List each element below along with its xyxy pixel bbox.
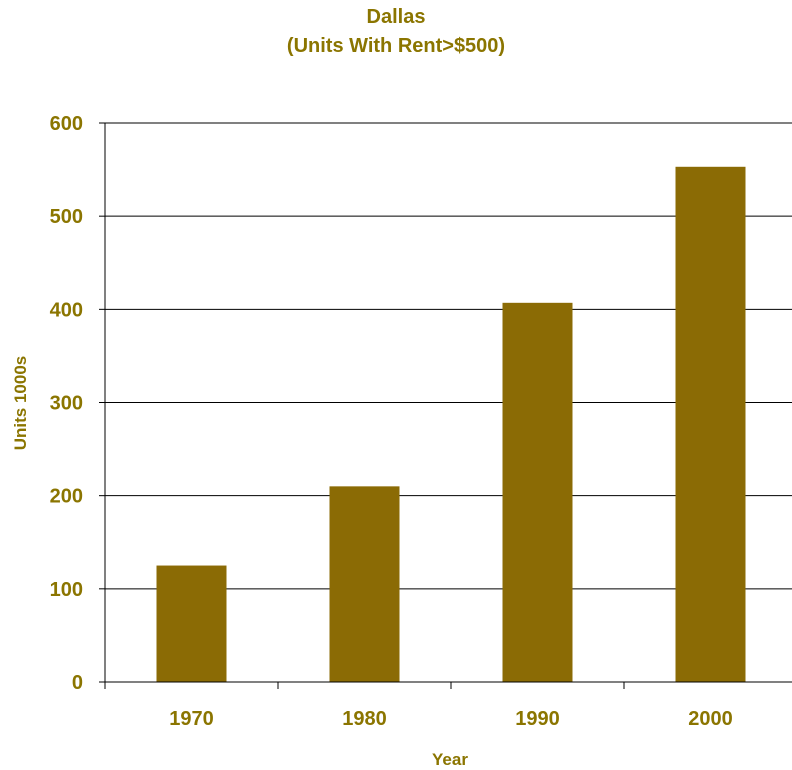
x-tick-label: 1980: [342, 708, 387, 730]
axes: [104, 123, 792, 689]
y-tick-label: 100: [50, 579, 83, 601]
y-tick-label: 400: [50, 299, 83, 321]
y-axis-label: Units 1000s: [11, 356, 30, 451]
x-tick-labels: 1970 1980 1990 2000: [169, 708, 733, 730]
y-tick-label: 500: [50, 206, 83, 228]
bar-1980: [329, 486, 400, 682]
chart-title: Dallas: [366, 6, 426, 28]
chart-subtitle: (Units With Rent>$500): [286, 35, 506, 57]
x-tick-label: 1990: [515, 708, 560, 730]
bar-2000: [675, 166, 746, 682]
bars: [156, 166, 746, 682]
y-tick-labels: 0 100 200 300 400 500 600: [50, 113, 83, 694]
y-tick-label: 600: [50, 113, 83, 135]
y-tick-label: 200: [50, 486, 83, 508]
bar-1970: [156, 565, 227, 682]
x-axis-label: Year: [432, 750, 468, 769]
bar-1990: [502, 302, 573, 682]
x-tick-label: 2000: [688, 708, 733, 730]
y-tick-label: 300: [50, 393, 83, 415]
x-tick-label: 1970: [169, 708, 214, 730]
y-tick-label: 0: [72, 672, 83, 694]
